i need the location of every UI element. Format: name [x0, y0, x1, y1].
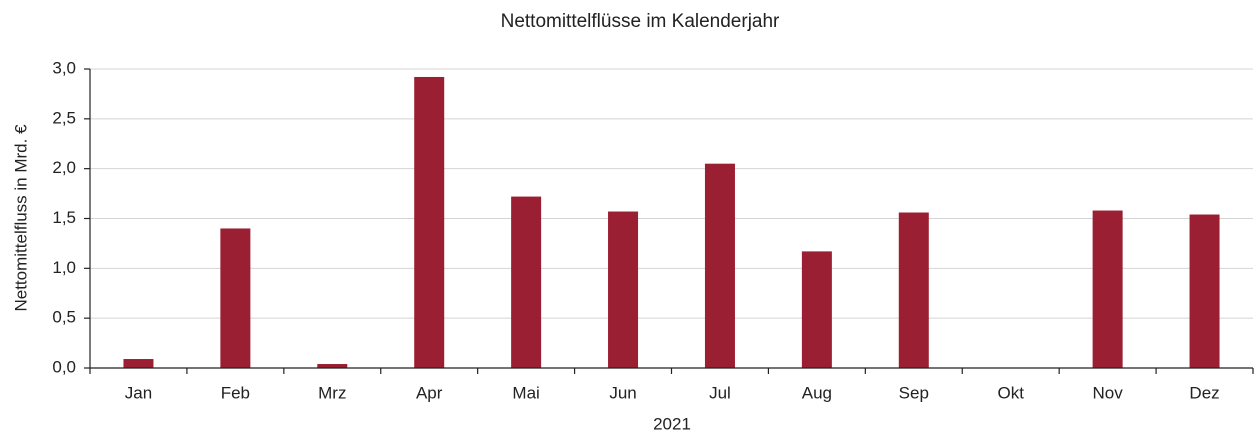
x-axis-label: 2021 [653, 414, 691, 433]
x-tick-label: Jun [609, 383, 636, 402]
x-tick-label: Nov [1093, 383, 1124, 402]
x-tick-label: Okt [997, 383, 1024, 402]
x-tick-label: Dez [1189, 383, 1219, 402]
x-tick-label: Jan [125, 383, 152, 402]
x-tick-label: Jul [709, 383, 731, 402]
x-tick-label: Mai [512, 383, 539, 402]
y-tick-label: 1,0 [52, 258, 76, 277]
bar [1189, 214, 1220, 368]
chart-title: Nettomittelflüsse im Kalenderjahr [501, 11, 780, 32]
bar [608, 211, 639, 368]
x-tick-label: Aug [802, 383, 832, 402]
bar [801, 251, 832, 368]
bar [414, 76, 445, 369]
y-axis-label: Nettomittelfluss in Mrd. € [11, 124, 30, 312]
x-tick-label: Mrz [318, 383, 346, 402]
y-tick-label: 1,5 [52, 208, 76, 227]
y-tick-label: 2,0 [52, 158, 76, 177]
bar [123, 359, 154, 368]
bar [704, 163, 735, 368]
bar [317, 364, 348, 368]
y-tick-label: 3,0 [52, 58, 76, 77]
y-tick-label: 2,5 [52, 108, 76, 127]
bar [511, 196, 542, 368]
y-tick-label: 0,0 [52, 357, 76, 376]
x-tick-label: Feb [221, 383, 250, 402]
bar [1092, 210, 1123, 368]
bar [898, 212, 929, 368]
y-tick-label: 0,5 [52, 308, 76, 327]
bar [220, 228, 251, 368]
x-tick-label: Apr [416, 383, 443, 402]
x-tick-label: Sep [899, 383, 929, 402]
